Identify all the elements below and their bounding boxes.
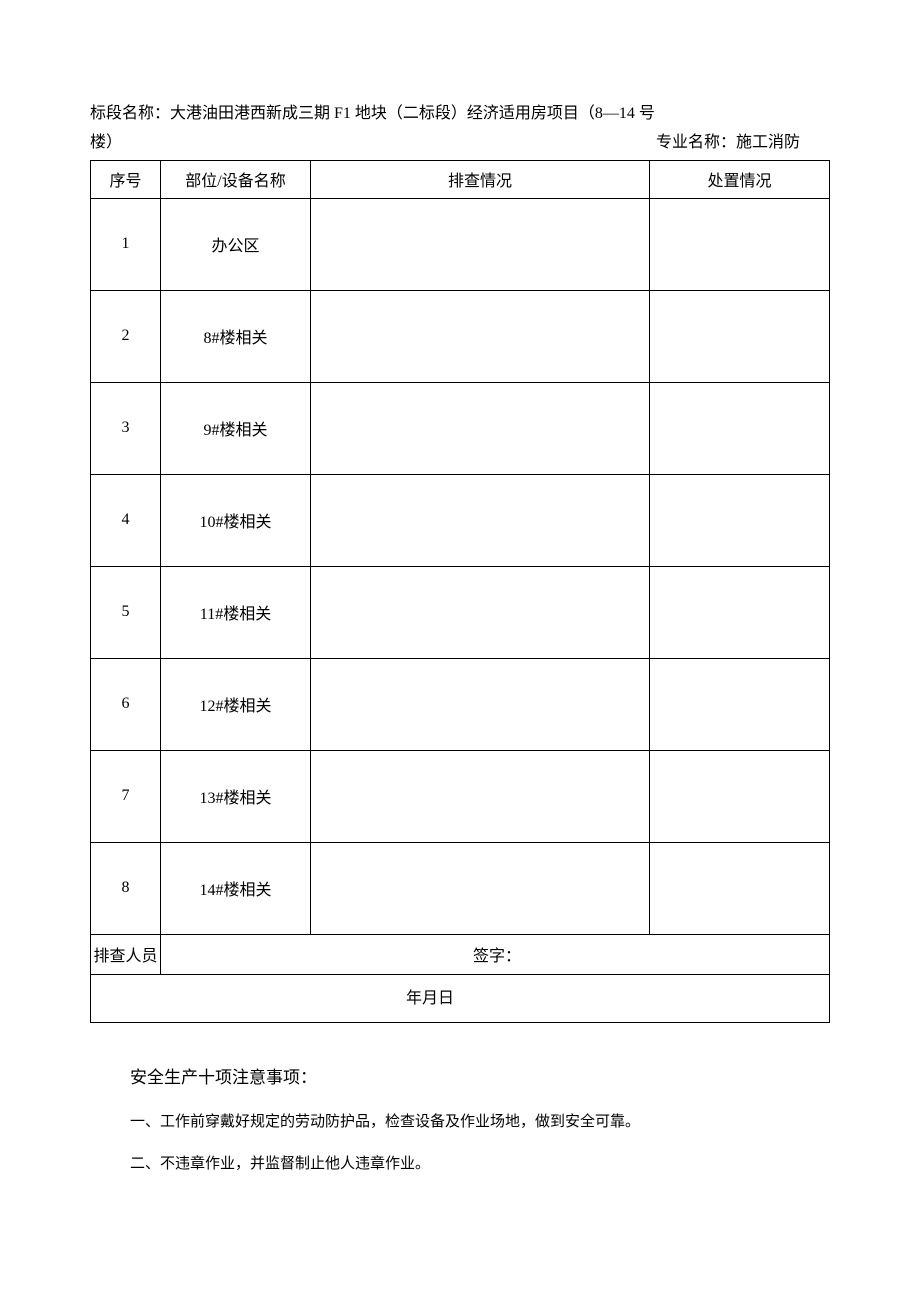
cell-seq: 2 <box>91 290 161 382</box>
notes-section: 安全生产十项注意事项： 一、工作前穿戴好规定的劳动防护品，检查设备及作业场地，做… <box>90 1063 830 1176</box>
cell-name: 8#楼相关 <box>161 290 311 382</box>
signature-row: 排查人员 签字： <box>91 934 830 974</box>
cell-check <box>311 842 650 934</box>
notes-title: 安全生产十项注意事项： <box>130 1063 830 1088</box>
cell-seq: 3 <box>91 382 161 474</box>
cell-seq: 1 <box>91 198 161 290</box>
cell-action <box>650 290 830 382</box>
header-section: 标段名称：大港油田港西新成三期 F1 地块（二标段）经济适用房项目（8—14 号… <box>90 100 830 158</box>
cell-seq: 7 <box>91 750 161 842</box>
cell-seq: 6 <box>91 658 161 750</box>
cell-check <box>311 658 650 750</box>
cell-action <box>650 658 830 750</box>
cell-name: 14#楼相关 <box>161 842 311 934</box>
note-item: 二、不违章作业，并监督制止他人违章作业。 <box>130 1152 830 1176</box>
cell-name: 10#楼相关 <box>161 474 311 566</box>
cell-name: 12#楼相关 <box>161 658 311 750</box>
col-header-seq: 序号 <box>91 160 161 198</box>
cell-name: 9#楼相关 <box>161 382 311 474</box>
table-row: 410#楼相关 <box>91 474 830 566</box>
table-row: 39#楼相关 <box>91 382 830 474</box>
cell-name: 13#楼相关 <box>161 750 311 842</box>
date-row: 年月日 <box>91 974 830 1022</box>
cell-action <box>650 750 830 842</box>
inspection-table: 序号 部位/设备名称 排查情况 处置情况 1办公区28#楼相关39#楼相关410… <box>90 160 830 1023</box>
cell-name: 11#楼相关 <box>161 566 311 658</box>
cell-name: 办公区 <box>161 198 311 290</box>
cell-action <box>650 842 830 934</box>
cell-action <box>650 198 830 290</box>
cell-seq: 4 <box>91 474 161 566</box>
note-item: 一、工作前穿戴好规定的劳动防护品，检查设备及作业场地，做到安全可靠。 <box>130 1110 830 1134</box>
signature-label: 排查人员 <box>91 934 161 974</box>
header-line1: 标段名称：大港油田港西新成三期 F1 地块（二标段）经济适用房项目（8—14 号 <box>90 100 830 129</box>
cell-check <box>311 474 650 566</box>
cell-check <box>311 750 650 842</box>
cell-check <box>311 198 650 290</box>
table-row: 814#楼相关 <box>91 842 830 934</box>
cell-check <box>311 382 650 474</box>
table-row: 612#楼相关 <box>91 658 830 750</box>
cell-check <box>311 566 650 658</box>
cell-check <box>311 290 650 382</box>
header-line2-right: 专业名称：施工消防 <box>656 129 830 158</box>
signature-text: 签字： <box>161 934 830 974</box>
table-row: 28#楼相关 <box>91 290 830 382</box>
cell-action <box>650 566 830 658</box>
table-header-row: 序号 部位/设备名称 排查情况 处置情况 <box>91 160 830 198</box>
col-header-check: 排查情况 <box>311 160 650 198</box>
cell-action <box>650 382 830 474</box>
col-header-action: 处置情况 <box>650 160 830 198</box>
header-line2-left: 楼） <box>90 129 122 158</box>
table-row: 713#楼相关 <box>91 750 830 842</box>
table-row: 511#楼相关 <box>91 566 830 658</box>
cell-seq: 8 <box>91 842 161 934</box>
cell-seq: 5 <box>91 566 161 658</box>
table-row: 1办公区 <box>91 198 830 290</box>
date-cell: 年月日 <box>91 974 830 1022</box>
cell-action <box>650 474 830 566</box>
col-header-name: 部位/设备名称 <box>161 160 311 198</box>
